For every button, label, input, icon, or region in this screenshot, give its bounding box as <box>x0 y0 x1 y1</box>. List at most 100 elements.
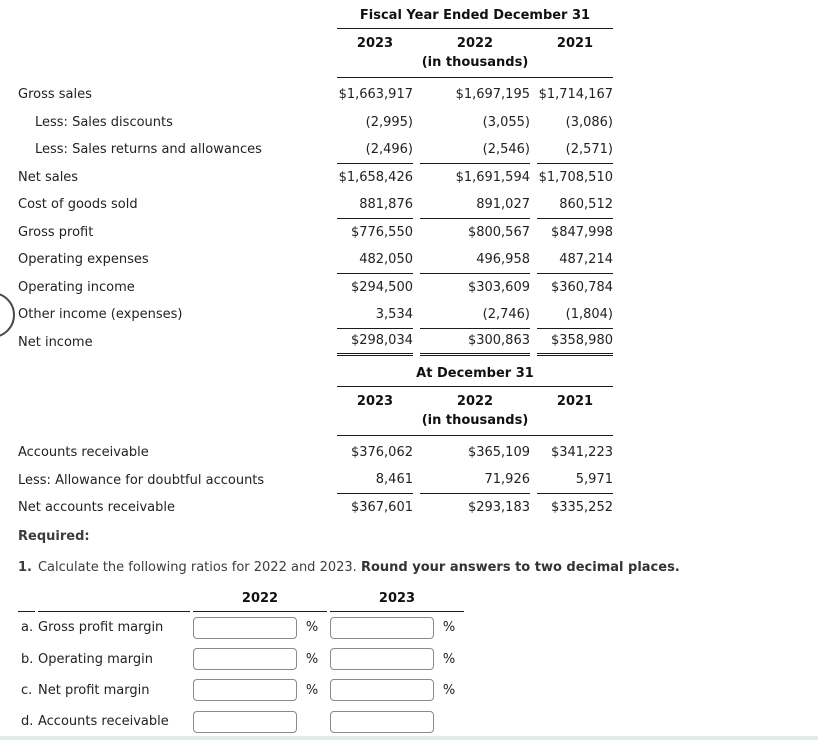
table-row: Operating income $294,500 $303,609 $360,784 <box>18 274 618 302</box>
cell-value: $1,714,167 <box>538 87 613 103</box>
operating-margin-input-2022[interactable] <box>193 648 297 671</box>
table-row: Net accounts receivable $367,601 $293,183 $… <box>18 494 618 522</box>
ratio-row: b. Operating margin%% <box>18 643 464 674</box>
ratio-table-header: 2022 2023 <box>18 590 464 612</box>
net-profit-margin-input-2022[interactable] <box>193 679 297 702</box>
ratio-row: d. Accounts receivable <box>18 706 464 737</box>
cell-value: $367,601 <box>350 500 413 516</box>
table-row: Other income (expenses) 3,534 (2,746) (1,80… <box>18 301 618 329</box>
row-label: Net accounts receivable <box>18 500 175 516</box>
row-label: Operating expenses <box>18 252 149 268</box>
header-spacer <box>38 590 190 612</box>
column-gap <box>413 329 420 357</box>
ratio-answer-table: 2022 2023 a. Gross profit margin%% b. Opera… <box>18 590 464 738</box>
row-letter: c. <box>21 682 33 698</box>
row-label: Net profit margin <box>38 682 150 698</box>
cell-value: $341,223 <box>550 445 613 461</box>
cell-value: 8,461 <box>337 467 413 494</box>
column-gap <box>530 191 537 219</box>
row-label: Less: Allowance for doubtful accounts <box>18 472 265 488</box>
column-gap <box>413 274 420 302</box>
year-column-2022: 2022 <box>456 36 494 51</box>
column-gap <box>413 439 420 467</box>
row-label: Less: Sales returns and allowances <box>35 142 262 158</box>
row-letter: b. <box>21 651 34 667</box>
ratio-cell-2022: % <box>193 679 327 702</box>
cell-value: $1,697,195 <box>455 87 530 103</box>
accounts-receivable-input-2023[interactable] <box>330 710 434 733</box>
column-gap <box>530 494 537 522</box>
net-profit-margin-input-2023[interactable] <box>330 679 434 702</box>
column-gap <box>413 246 420 274</box>
cell-value: 891,027 <box>420 191 530 219</box>
column-gap <box>530 136 537 164</box>
cell-value: $360,784 <box>550 279 613 295</box>
column-gap <box>530 467 537 495</box>
column-gap <box>413 81 420 109</box>
cell-value: 860,512 <box>537 191 613 219</box>
row-letter: d. <box>21 714 34 730</box>
instruction-number: 1. <box>18 560 32 575</box>
cell-value: $303,609 <box>467 279 530 295</box>
table-row: Gross profit $776,550 $800,567 $847,998 <box>18 219 618 247</box>
year-column-2023: 2023 <box>356 394 394 409</box>
row-label: Other income (expenses) <box>18 307 183 323</box>
cell-value: (2,995) <box>365 114 413 130</box>
cell-value: (2,746) <box>420 301 530 329</box>
column-gap <box>530 301 537 329</box>
cell-value: (1,804) <box>537 301 613 329</box>
column-gap <box>530 81 537 109</box>
ratio-rows: a. Gross profit margin%% b. Operating margi… <box>18 612 464 738</box>
cell-value: (2,571) <box>537 136 613 164</box>
cell-value: 5,971 <box>537 467 613 494</box>
table-row: Less: Sales discounts (2,995) (3,055) (3,08… <box>18 109 618 137</box>
table-row: Net sales $1,658,426 $1,691,594 $1,708,510 <box>18 164 618 192</box>
cell-value: $365,109 <box>467 445 530 461</box>
receivables-table: At December 31 2023 2022 2021 (in thousa… <box>18 364 618 522</box>
income-statement-table: Fiscal Year Ended December 31 2023 2022 … <box>18 6 618 356</box>
column-gap <box>413 109 420 137</box>
cell-value: 487,214 <box>537 246 613 274</box>
instruction-text: 1. Calculate the following ratios for 202… <box>18 560 680 575</box>
column-gap <box>530 109 537 137</box>
cell-value: (3,055) <box>482 114 530 130</box>
column-gap <box>530 393 537 411</box>
cell-value: (3,086) <box>565 114 613 130</box>
percent-suffix: % <box>442 651 456 667</box>
column-gap <box>413 301 420 329</box>
cell-value: $776,550 <box>350 224 413 240</box>
units-note: (in thousands) <box>421 55 529 70</box>
row-label: Gross profit <box>18 224 94 240</box>
gross-profit-margin-input-2022[interactable] <box>193 616 297 639</box>
receivables-year-header: 2023 2022 2021 (in thousands) <box>337 387 613 436</box>
ratio-cell-2022: % <box>193 616 327 639</box>
table-row: Less: Sales returns and allowances (2,496… <box>18 136 618 164</box>
ratio-row: a. Gross profit margin%% <box>18 612 464 643</box>
row-label: Cost of goods sold <box>18 197 138 213</box>
ratio-column-2023: 2023 <box>330 590 464 612</box>
row-label: Net sales <box>18 169 79 185</box>
table-row: Operating expenses 482,050 496,958 487,214 <box>18 246 618 274</box>
year-column-2022: 2022 <box>456 394 494 409</box>
cell-value: $358,980 <box>537 329 613 356</box>
percent-suffix: % <box>442 620 456 636</box>
ratio-cell-2023: % <box>330 648 464 671</box>
income-statement-title: Fiscal Year Ended December 31 <box>337 6 613 29</box>
operating-margin-input-2023[interactable] <box>330 648 434 671</box>
accounts-receivable-input-2022[interactable] <box>193 710 297 733</box>
units-note: (in thousands) <box>421 413 529 428</box>
table-row: Gross sales $1,663,917 $1,697,195 $1,714,16… <box>18 81 618 109</box>
ratio-cell-2023: % <box>330 679 464 702</box>
column-gap <box>530 439 537 467</box>
column-gap <box>413 467 420 495</box>
gross-profit-margin-input-2023[interactable] <box>330 616 434 639</box>
cell-value: $847,998 <box>550 224 613 240</box>
row-label: Net income <box>18 334 93 350</box>
cell-value: 881,876 <box>337 191 413 219</box>
bottom-separator-bar <box>0 736 818 740</box>
column-gap <box>413 494 420 522</box>
table-row: Net income $298,034 $300,863 $358,980 <box>18 329 618 357</box>
cell-value: $293,183 <box>467 500 530 516</box>
year-column-2023: 2023 <box>356 36 394 51</box>
